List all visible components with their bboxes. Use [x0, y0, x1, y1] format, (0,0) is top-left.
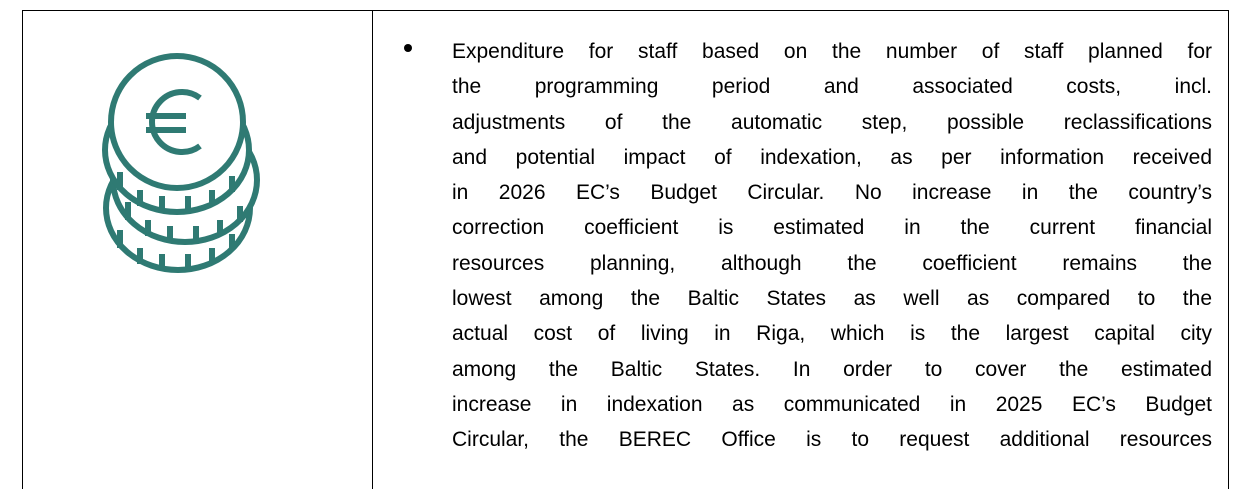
middle-border: [372, 10, 373, 489]
text-line: the programming period and associated co…: [452, 75, 1212, 99]
text-line: in 2026 EC’s Budget Circular. No increas…: [452, 181, 1212, 205]
text-line: adjustments of the automatic step, possi…: [452, 110, 1212, 134]
bullet: [404, 44, 412, 52]
text-line: resources planning, although the coeffic…: [452, 251, 1212, 275]
coin-icon: [102, 53, 260, 273]
text-line: and potential impact of indexation, as p…: [452, 145, 1212, 169]
left-border: [22, 10, 23, 489]
text-line: lowest among the Baltic States as well a…: [452, 287, 1212, 311]
text-line: Circular, the BEREC Office is to request…: [452, 428, 1212, 452]
text-line: increase in indexation as communicated i…: [452, 392, 1212, 416]
text-line: Expenditure for staff based on the numbe…: [452, 40, 1212, 63]
bullet-paragraph: Expenditure for staff based on the numbe…: [452, 37, 1212, 461]
text-line: correction coefficient is estimated in t…: [452, 216, 1212, 240]
top-border: [22, 10, 1229, 11]
text-line: among the Baltic States. In order to cov…: [452, 357, 1212, 381]
right-border: [1228, 10, 1229, 489]
text-line: actual cost of living in Riga, which is …: [452, 322, 1212, 346]
